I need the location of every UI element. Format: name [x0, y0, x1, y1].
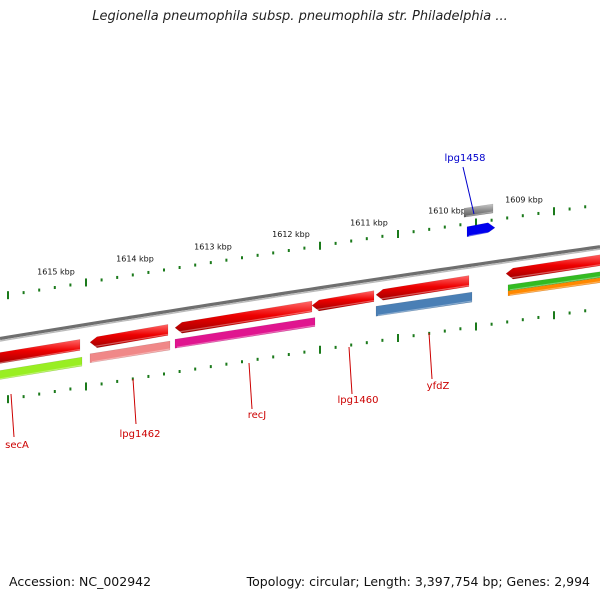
- gene-arrow: [89, 340, 171, 364]
- gene-arrow: [174, 300, 313, 334]
- gene-arrow: [311, 290, 375, 312]
- map-title: Legionella pneumophila subsp. pneumophil…: [92, 9, 508, 24]
- gene-arrow: [0, 339, 81, 364]
- gene-label: yfdZ: [427, 381, 450, 392]
- gene-arrow: [507, 271, 600, 292]
- gene-leader-line: [10, 393, 15, 438]
- gene-highlight: [465, 211, 494, 217]
- gene-arrow: [463, 203, 494, 218]
- scale-tick-label: 1610 kbp: [428, 207, 466, 216]
- scale-tick-label: 1609 kbp: [505, 196, 543, 205]
- gene-arrow: [466, 222, 496, 238]
- gene-label: secA: [5, 440, 29, 451]
- gene-highlight: [176, 310, 313, 333]
- gene-highlight: [468, 231, 496, 237]
- genome-summary-text: Topology: circular; Length: 3,397,754 bp…: [246, 574, 590, 589]
- scale-tick-label: 1614 kbp: [116, 255, 154, 264]
- gene-label: recJ: [248, 410, 267, 421]
- scale-tick-label: 1613 kbp: [194, 242, 232, 251]
- gene-highlight: [176, 324, 316, 348]
- gene-highlight: [507, 264, 600, 279]
- gene-highlight: [91, 333, 169, 348]
- gene-arrow: [507, 277, 600, 297]
- scale-tick-label: 1611 kbp: [350, 218, 388, 227]
- gene-label: lpg1460: [338, 395, 379, 406]
- gene-highlight: [377, 284, 470, 300]
- accession-text: Accession: NC_002942: [9, 574, 152, 589]
- gene-label: lpg1458: [445, 153, 486, 164]
- gene-arrow: [375, 291, 473, 317]
- gene-highlight: [509, 276, 600, 291]
- gene-leader-line: [248, 362, 253, 410]
- gene-highlight: [509, 281, 600, 296]
- gene-leader-line: [428, 332, 433, 380]
- gene-leader-line: [348, 346, 353, 395]
- gene-highlight: [91, 348, 171, 363]
- gene-arrow: [505, 254, 600, 280]
- gene-highlight: [0, 364, 83, 380]
- gene-highlight: [313, 299, 375, 311]
- scale-tick-label: 1615 kbp: [37, 267, 75, 276]
- backbone-line: [0, 245, 600, 341]
- gene-arrow: [174, 317, 316, 349]
- gene-highlight: [0, 348, 81, 364]
- gene-arrow: [375, 275, 470, 301]
- gene-leader-line: [462, 166, 475, 215]
- gene-label: lpg1462: [120, 429, 161, 440]
- backbone-highlight: [0, 248, 600, 342]
- gene-highlight: [377, 300, 473, 316]
- gene-arrow: [89, 324, 169, 349]
- gene-arrow: [0, 356, 83, 380]
- scale-tick-label: 1612 kbp: [272, 230, 310, 239]
- gene-leader-line: [132, 378, 137, 425]
